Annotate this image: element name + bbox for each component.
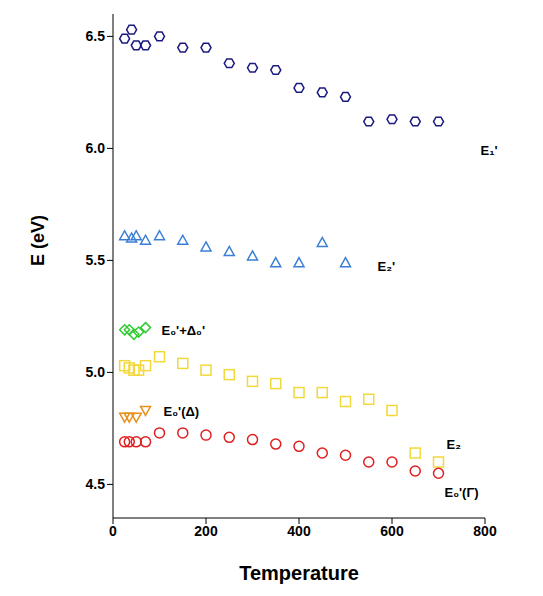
- svg-text:E₂: E₂: [447, 437, 462, 452]
- svg-text:Temperature: Temperature: [239, 562, 359, 584]
- svg-text:5.0: 5.0: [86, 364, 106, 380]
- svg-text:E₁': E₁': [481, 143, 498, 158]
- svg-text:200: 200: [194, 523, 218, 539]
- svg-text:4.5: 4.5: [86, 476, 106, 492]
- svg-text:600: 600: [380, 523, 404, 539]
- svg-text:E₀'+Δ₀': E₀'+Δ₀': [162, 323, 206, 338]
- svg-text:5.5: 5.5: [86, 252, 106, 268]
- svg-text:6.5: 6.5: [86, 28, 106, 44]
- svg-text:E (eV): E (eV): [28, 215, 48, 266]
- svg-text:E₂': E₂': [378, 259, 396, 274]
- svg-text:800: 800: [473, 523, 497, 539]
- svg-text:0: 0: [109, 523, 117, 539]
- svg-text:E₀'(Γ): E₀'(Γ): [445, 485, 479, 500]
- svg-text:E₀'(Δ): E₀'(Δ): [164, 404, 200, 419]
- svg-text:400: 400: [287, 523, 311, 539]
- svg-text:6.0: 6.0: [86, 140, 106, 156]
